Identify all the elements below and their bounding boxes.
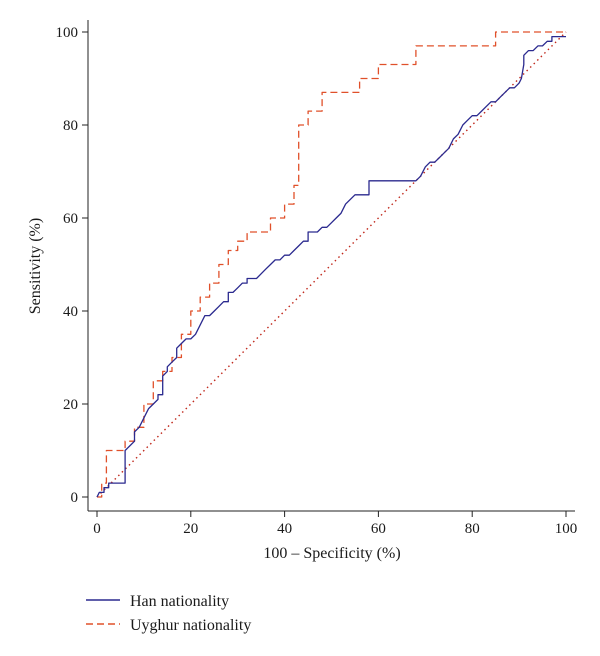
x-tick-label: 60 (371, 521, 386, 537)
x-tick-label: 20 (183, 521, 198, 537)
x-tick-label: 80 (465, 521, 480, 537)
y-tick-label: 40 (63, 304, 78, 320)
y-tick-label: 60 (63, 211, 78, 227)
x-tick-label: 100 (555, 521, 578, 537)
legend: Han nationality Uyghur nationality (86, 593, 251, 634)
y-tick-label: 20 (63, 397, 78, 413)
plot-area (96, 31, 567, 498)
series-line-han (96, 35, 566, 498)
y-tick-label: 80 (63, 118, 78, 134)
y-axis-title: Sensitivity (%) (27, 218, 44, 314)
legend-label-han: Han nationality (130, 593, 229, 610)
axes: 0 20 40 60 80 100 0 20 40 60 80 100 (56, 20, 578, 537)
reference-diagonal-line (96, 31, 567, 498)
x-tick-label: 0 (93, 521, 101, 537)
legend-label-uyghur: Uyghur nationality (130, 617, 251, 634)
y-tick-label: 100 (56, 25, 79, 41)
x-axis-title: 100 – Specificity (%) (263, 545, 400, 562)
x-tick-label: 40 (277, 521, 292, 537)
y-tick-label: 0 (71, 490, 79, 506)
